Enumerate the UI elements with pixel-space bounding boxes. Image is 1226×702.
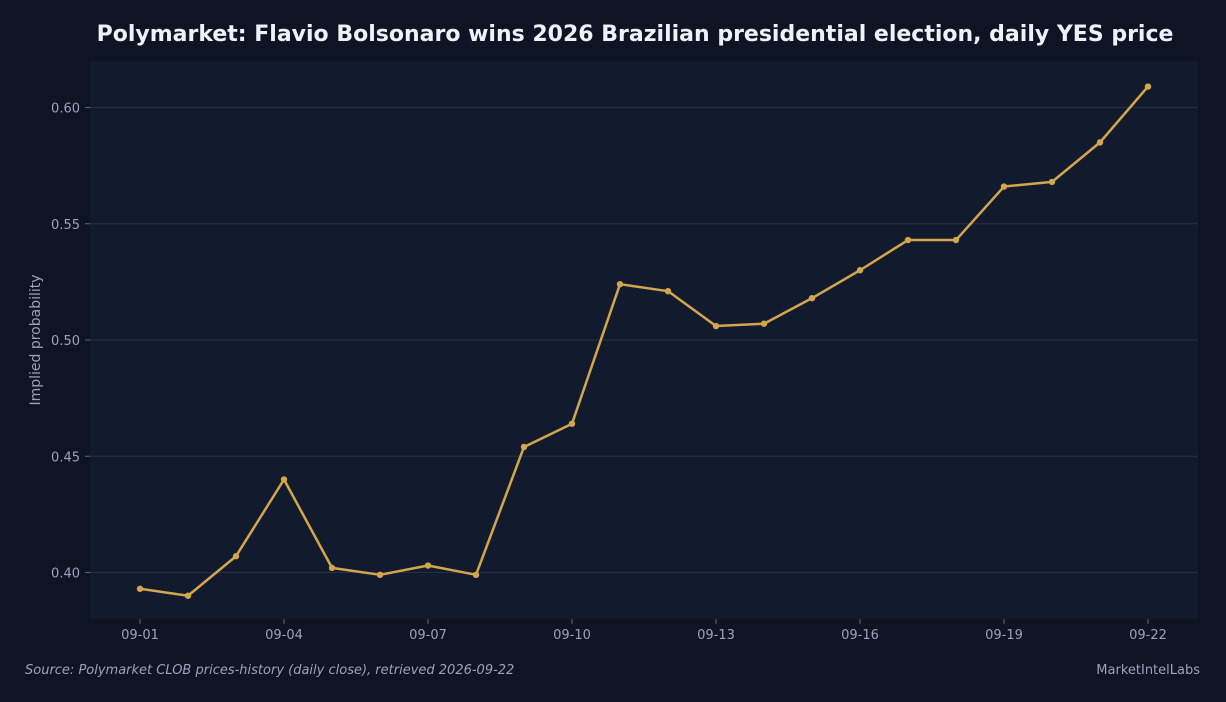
data-point	[760, 320, 768, 327]
x-tick-label: 09-01	[121, 628, 159, 643]
x-tick-label: 09-07	[409, 628, 447, 643]
data-point	[904, 236, 912, 244]
x-tick-label: 09-22	[1129, 628, 1167, 643]
x-tick-label: 09-13	[697, 628, 735, 643]
y-tick-label: 0.55	[51, 218, 80, 233]
series-line	[139, 85, 1149, 597]
data-point	[808, 294, 816, 302]
series-layer	[136, 83, 1152, 599]
data-point	[952, 236, 960, 244]
data-point	[1000, 183, 1008, 190]
data-point	[232, 553, 240, 560]
data-point	[328, 564, 336, 572]
y-tick-label: 0.40	[51, 567, 80, 582]
y-tick-label: 0.60	[51, 102, 80, 117]
data-point	[1048, 178, 1056, 186]
x-tick-label: 09-16	[841, 628, 879, 643]
data-point	[664, 287, 672, 295]
y-tick-label: 0.45	[51, 450, 80, 465]
data-point	[424, 562, 432, 569]
data-point	[568, 420, 576, 427]
y-tick-label: 0.50	[51, 334, 80, 349]
brand-label: MarketIntelLabs	[1096, 663, 1200, 678]
y-axis-label: Implied probability	[28, 274, 44, 405]
y-tick-labels: 0.40 0.45 0.50 0.55 0.60	[51, 102, 90, 582]
data-point	[520, 443, 528, 451]
data-point	[136, 585, 144, 592]
data-point	[1096, 139, 1104, 146]
data-point	[616, 281, 624, 288]
x-tick-labels: 09-01 09-04 09-07 09-10 09-13 09-16 09-19 09-22	[121, 619, 1167, 643]
data-point	[712, 322, 720, 330]
data-point	[280, 476, 288, 483]
x-tick-label: 09-04	[265, 628, 303, 643]
data-point	[376, 571, 384, 579]
chart-title: Polymarket: Flavio Bolsonaro wins 2026 B…	[97, 22, 1174, 47]
data-point	[184, 592, 192, 599]
x-tick-label: 09-10	[553, 628, 591, 643]
data-point	[856, 267, 864, 274]
data-point	[1144, 83, 1152, 90]
grid-lines	[90, 107, 1198, 573]
x-tick-label: 09-19	[985, 628, 1023, 643]
data-point	[472, 571, 480, 579]
source-note: Source: Polymarket CLOB prices-history (…	[25, 663, 514, 678]
